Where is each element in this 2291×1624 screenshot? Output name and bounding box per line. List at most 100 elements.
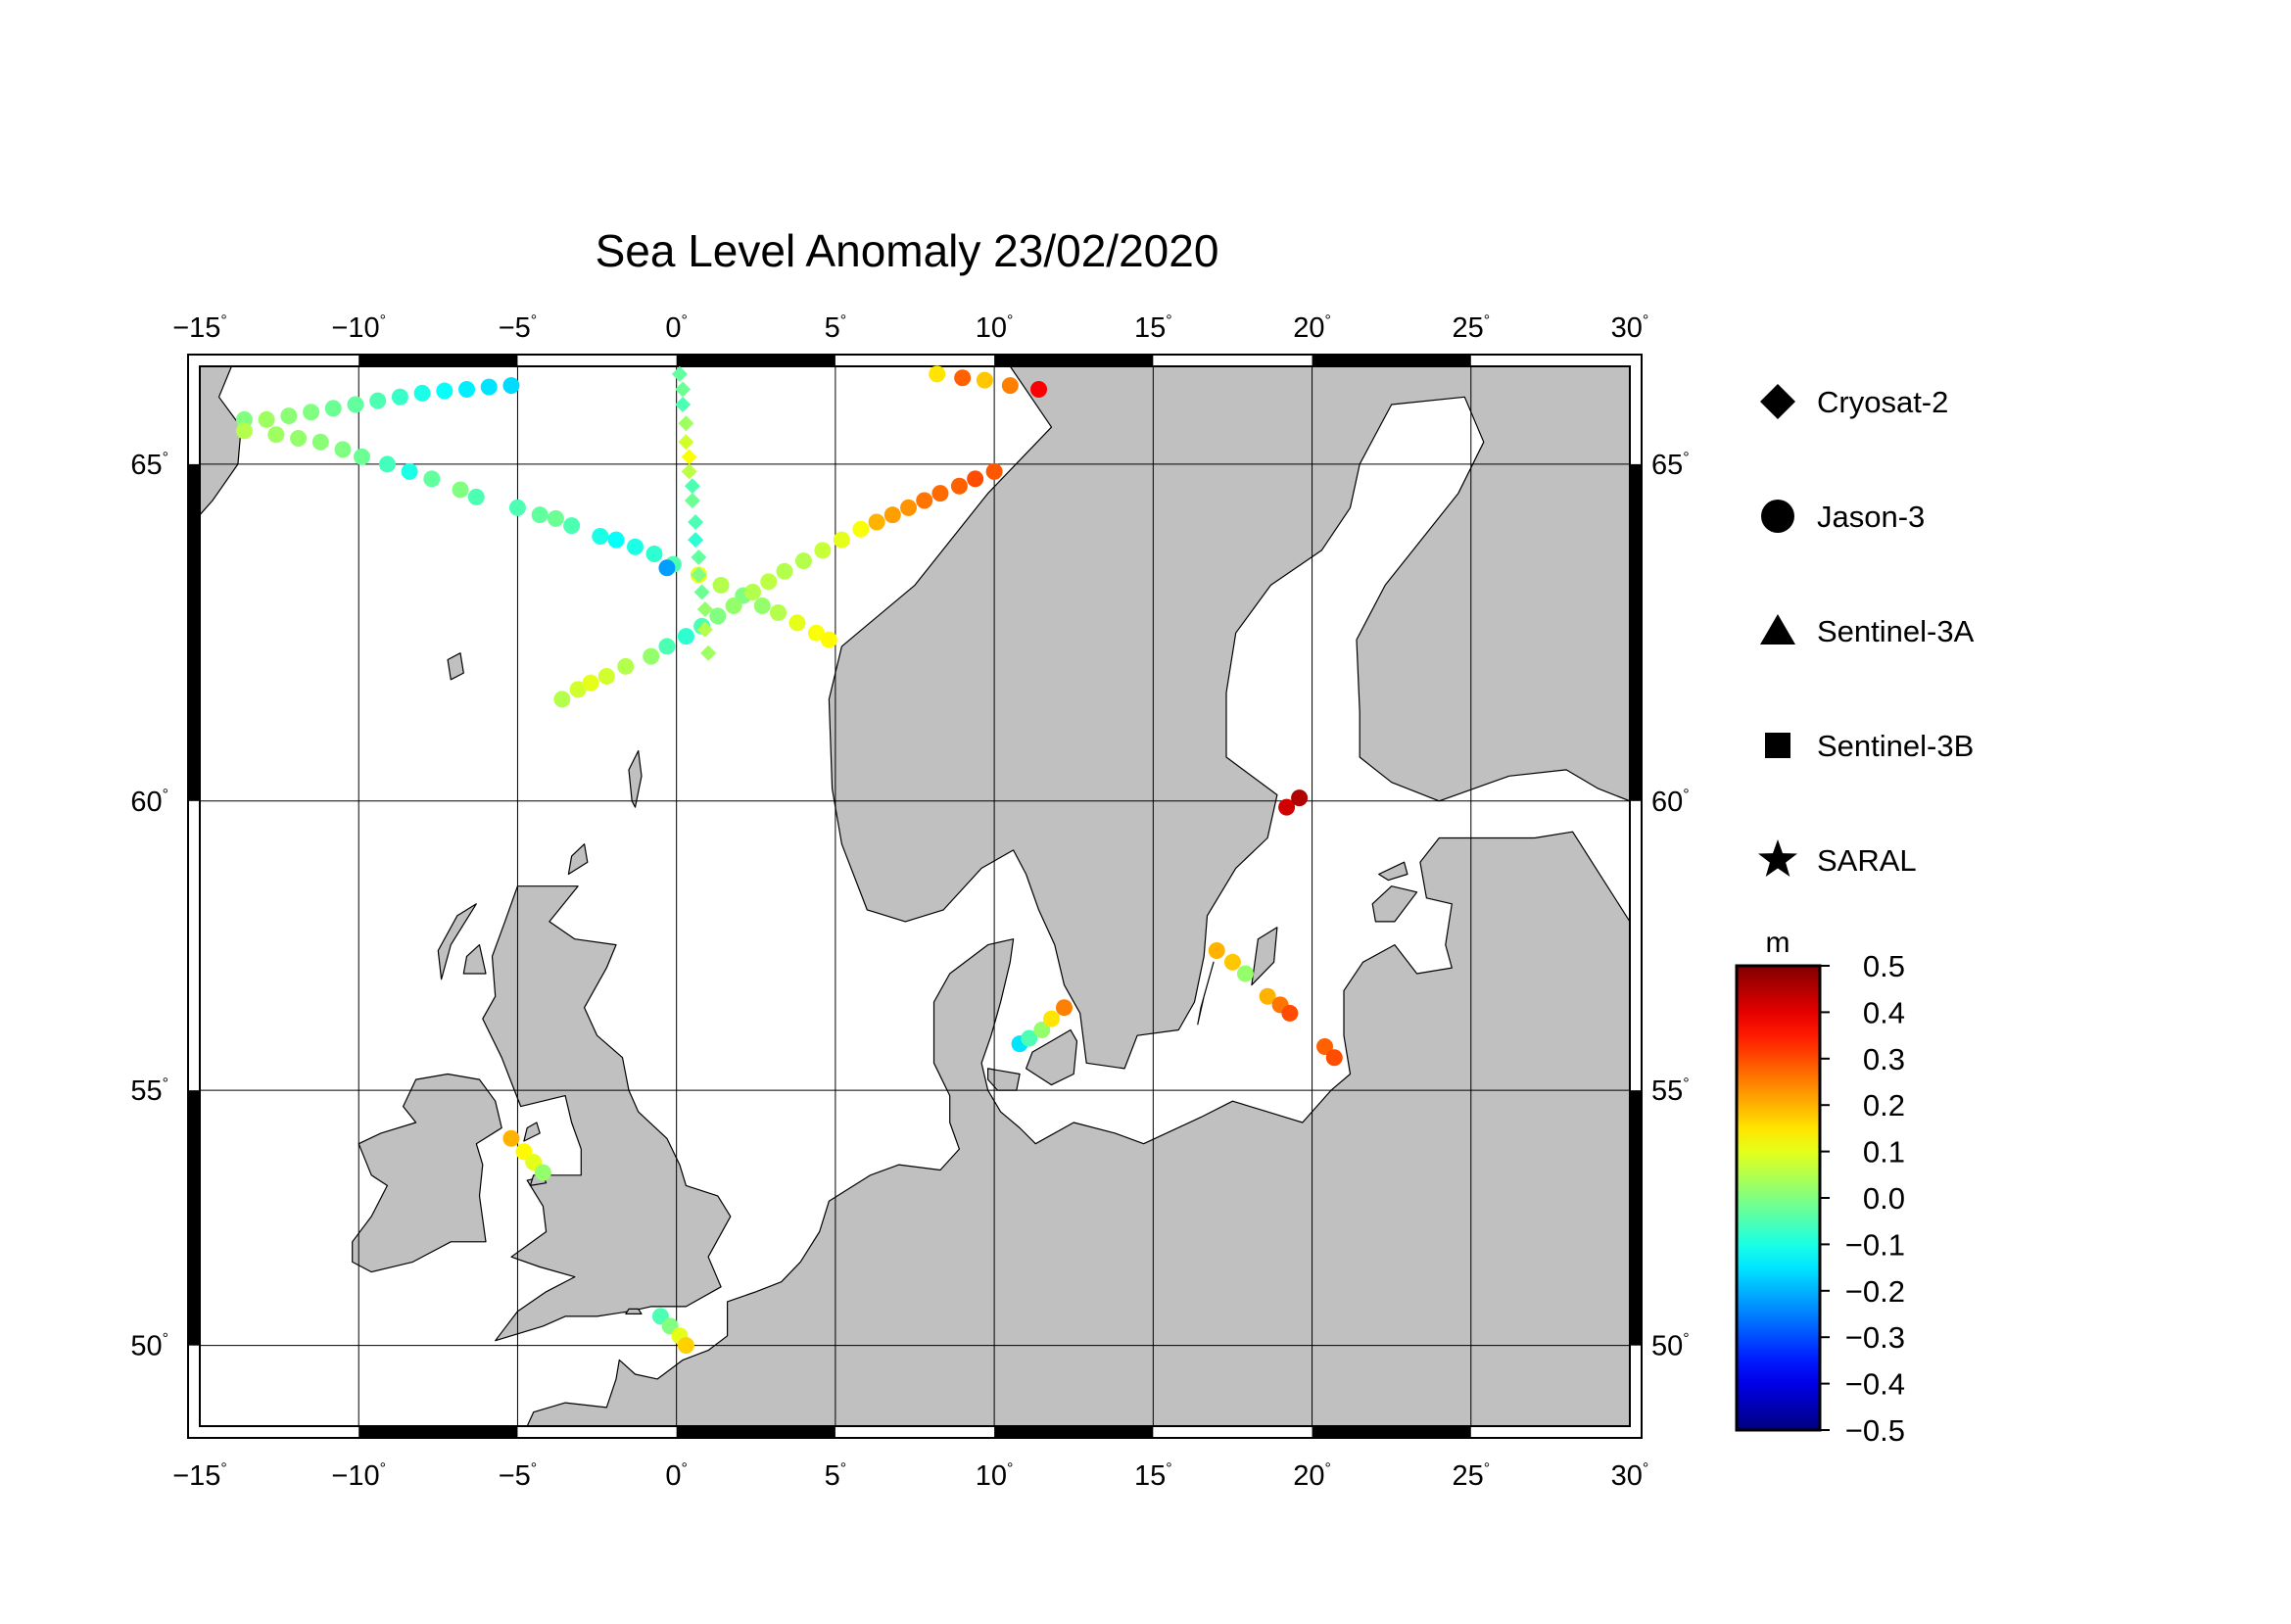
sla-points	[235, 365, 1343, 1355]
jason-3-point	[976, 371, 993, 389]
legend-label: Jason-3	[1817, 500, 1925, 534]
jason-3-point	[967, 470, 984, 488]
cryosat-2-point	[678, 415, 694, 432]
jason-3-point	[1001, 377, 1019, 395]
jason-3-point	[1043, 1010, 1061, 1027]
longitude-label: 0°	[665, 1460, 688, 1492]
longitude-label: 20°	[1293, 1460, 1331, 1492]
frame-segment	[1630, 1090, 1642, 1346]
cryosat-2-point	[678, 434, 694, 451]
latitude-labels-left: 50° 55° 60° 65°	[130, 450, 168, 1362]
land-ireland	[352, 1073, 502, 1273]
land-skye	[462, 944, 487, 975]
jason-3-point	[900, 499, 918, 516]
frame-segment	[1630, 463, 1642, 801]
jason-3-point	[1316, 1038, 1334, 1056]
jason-3-point	[788, 614, 806, 632]
colorbar-tick-label: 0.3	[1863, 1042, 1905, 1076]
cryosat-2-point	[688, 532, 704, 549]
longitude-label: 0°	[665, 312, 688, 344]
jason-3-point	[794, 552, 812, 570]
cryosat-2-point	[696, 600, 713, 617]
jason-3-point	[868, 513, 885, 531]
legend-item: Cryosat-2	[1760, 384, 1948, 419]
jason-3-point	[769, 603, 787, 621]
latitude-label: 55°	[130, 1075, 168, 1107]
longitude-label: −10°	[331, 1460, 386, 1492]
land-orkney	[567, 843, 589, 876]
cryosat-2-point	[684, 478, 700, 495]
longitude-label: 5°	[825, 1460, 847, 1492]
cryosat-2-point	[688, 513, 704, 530]
land-isle-of-man	[523, 1122, 541, 1142]
jason-3-point	[1236, 965, 1254, 982]
jason-3-point	[744, 583, 762, 600]
jason-3-point	[820, 631, 837, 648]
jason-3-point	[677, 628, 694, 645]
longitude-label: 10°	[976, 312, 1014, 344]
jason-3-point	[753, 597, 771, 614]
latitude-label: 65°	[1651, 450, 1690, 481]
legend-item: SARAL	[1758, 839, 1917, 878]
colorbar-tick-label: −0.4	[1845, 1367, 1905, 1402]
jason-3-point	[626, 538, 644, 555]
jason-3-point	[597, 667, 615, 685]
jason-3-point	[1281, 1004, 1299, 1022]
colorbar-tick-label: 0.2	[1863, 1088, 1905, 1122]
land-great-britain	[482, 885, 732, 1342]
jason-3-point	[423, 470, 441, 488]
legend-label: SARAL	[1817, 843, 1917, 878]
map-frame	[187, 354, 1643, 1439]
legend-label: Sentinel-3B	[1817, 729, 1974, 763]
frame-segment	[188, 463, 200, 801]
cryosat-2-point	[684, 493, 700, 509]
jason-3-point	[643, 647, 660, 665]
legend-item: Sentinel-3B	[1765, 729, 1974, 763]
colorbar-unit: m	[1766, 927, 1790, 959]
latitude-label: 60°	[1651, 787, 1690, 818]
cryosat-2-point	[675, 397, 692, 413]
frame-inner	[199, 365, 1631, 1427]
jason-3-point	[814, 542, 832, 559]
jason-3-point	[954, 369, 972, 387]
jason-3-point	[267, 426, 285, 444]
jason-3-point	[709, 607, 727, 625]
jason-3-point	[617, 657, 635, 675]
latitude-labels-right: 50° 55° 60° 65°	[1651, 450, 1690, 1362]
cryosat-2-point	[681, 463, 697, 480]
jason-3-point	[391, 388, 408, 406]
cryosat-2-point	[691, 549, 707, 566]
colorbar-tick-label: 0.5	[1863, 949, 1905, 983]
jason-3-point	[1055, 999, 1073, 1017]
jason-3-point	[712, 576, 730, 594]
figure-title: Sea Level Anomaly 23/02/2020	[596, 225, 1219, 276]
colorbar-tick-label: −0.1	[1845, 1227, 1905, 1262]
circle-icon	[1761, 500, 1794, 533]
colorbar-tick-label: −0.5	[1845, 1413, 1905, 1448]
longitude-label: 25°	[1452, 312, 1490, 344]
jason-3-point	[334, 441, 352, 458]
legend-item: Sentinel-3A	[1760, 614, 1975, 648]
cryosat-2-point	[693, 584, 710, 600]
frame-segment	[358, 1426, 518, 1438]
frame-segment	[358, 355, 518, 366]
land-hiiumaa	[1378, 861, 1408, 882]
jason-3-point	[883, 506, 901, 524]
jason-3-point	[1278, 798, 1296, 816]
latitude-label: 50°	[1651, 1331, 1690, 1362]
jason-3-point	[582, 674, 599, 692]
jason-3-point	[531, 506, 549, 524]
jason-3-point	[1033, 1022, 1051, 1039]
longitude-label: 10°	[976, 1460, 1014, 1492]
jason-3-point	[534, 1164, 551, 1181]
longitude-label: 20°	[1293, 312, 1331, 344]
square-icon	[1765, 733, 1790, 758]
jason-3-point	[311, 433, 329, 451]
graticule	[200, 366, 1630, 1426]
jason-3-point	[658, 638, 676, 655]
jason-3-point	[1021, 1029, 1038, 1047]
jason-3-point	[1030, 381, 1048, 399]
jason-3-point	[235, 422, 253, 440]
